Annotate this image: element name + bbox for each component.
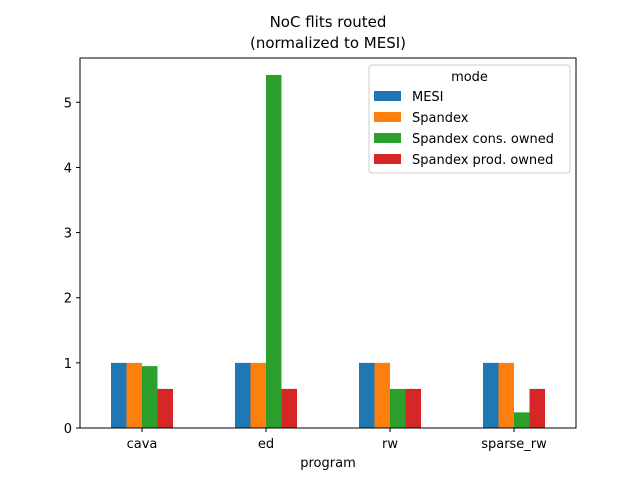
bar-rw-4 [405, 388, 421, 428]
x-axis-label: program [300, 456, 356, 471]
legend-swatch [374, 91, 401, 101]
chart-subtitle: (normalized to MESI) [250, 34, 406, 52]
plot-frame [79, 57, 577, 429]
legend-entry: Spandex cons. owned [412, 132, 554, 147]
x-tick-label: cava [127, 437, 158, 452]
y-tick-label: 4 [64, 161, 72, 176]
y-axis: 0 1 2 3 4 5 [64, 96, 80, 437]
legend: mode MESI Spandex Spandex cons. owned Spande… [368, 64, 571, 174]
bar-sparse_rw-1 [483, 362, 499, 428]
bar-rw-3 [390, 388, 406, 428]
bar-sparse_rw-2 [498, 362, 514, 428]
legend-swatch [374, 154, 401, 164]
legend-title: mode [451, 70, 488, 85]
legend-swatch [374, 133, 401, 143]
bar-cava-4 [157, 388, 173, 428]
legend-entry: MESI [412, 90, 444, 105]
bar-ed-1 [235, 362, 251, 428]
bar-rw-2 [374, 362, 390, 428]
bar-cava-3 [142, 366, 158, 428]
x-axis: cava ed rw sparse_rw [127, 428, 547, 452]
y-tick-label: 5 [64, 96, 72, 111]
y-tick-label: 3 [64, 227, 72, 242]
y-tick-label: 1 [64, 357, 72, 372]
legend-box [368, 64, 571, 174]
y-tick-label: 2 [64, 292, 72, 307]
y-tick-label: 0 [64, 422, 72, 437]
bar-rw-1 [359, 362, 375, 428]
bars-group [111, 74, 545, 428]
x-tick-label: sparse_rw [481, 437, 547, 452]
x-tick-label: ed [258, 437, 274, 452]
x-tick-label: rw [382, 437, 398, 452]
bar-sparse_rw-4 [529, 388, 545, 428]
bar-ed-4 [281, 388, 297, 428]
bar-ed-2 [250, 362, 266, 428]
chart-title: NoC flits routed [270, 13, 387, 31]
legend-swatch [374, 112, 401, 122]
legend-entry: Spandex [412, 111, 469, 126]
bar-cava-1 [111, 362, 127, 428]
bar-ed-3 [266, 74, 282, 428]
legend-entry: Spandex prod. owned [412, 153, 553, 168]
bar-cava-2 [126, 362, 142, 428]
bar-sparse_rw-3 [514, 412, 530, 428]
